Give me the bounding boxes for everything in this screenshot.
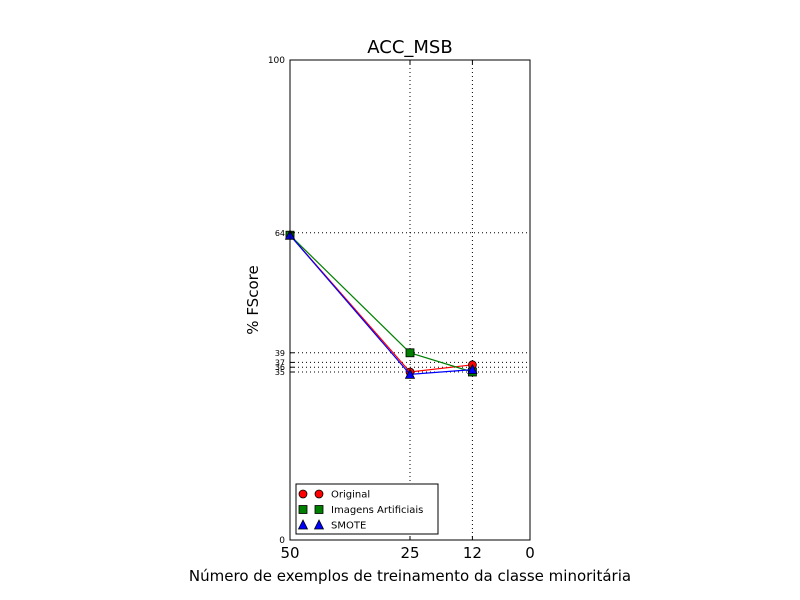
x-tick-label: 50 bbox=[280, 544, 299, 562]
legend-label: SMOTE bbox=[331, 521, 366, 532]
series-1 bbox=[285, 230, 477, 377]
legend-marker bbox=[298, 489, 308, 499]
y-tick-label: 100 bbox=[268, 56, 285, 66]
y-tick-label: 39 bbox=[275, 349, 285, 358]
grid-lines bbox=[290, 60, 530, 540]
x-tick-label: 12 bbox=[463, 544, 482, 562]
series-line bbox=[289, 234, 473, 373]
x-axis-label: Número de exemplos de treinamento da cla… bbox=[189, 567, 631, 585]
series-line bbox=[289, 234, 473, 376]
y-tick-label: 36 bbox=[275, 363, 285, 372]
series-0 bbox=[285, 230, 477, 377]
y-tick-label: 64 bbox=[275, 229, 285, 238]
legend-marker bbox=[314, 505, 324, 514]
x-tick-label: 0 bbox=[525, 544, 535, 562]
legend-marker bbox=[298, 505, 308, 514]
chart-title: ACC_MSB bbox=[367, 37, 452, 58]
data-point bbox=[467, 363, 478, 375]
legend-marker bbox=[297, 519, 309, 530]
legend-label: Imagens Artificiais bbox=[331, 505, 423, 516]
x-tick-label: 25 bbox=[400, 544, 419, 562]
y-tick-label: 35 bbox=[275, 368, 285, 377]
series-2 bbox=[284, 229, 478, 379]
legend-marker bbox=[313, 519, 325, 530]
legend-label: Original bbox=[331, 490, 370, 501]
series-line bbox=[289, 234, 473, 373]
y-axis-label: % FScore bbox=[244, 265, 262, 334]
legend: Original Imagens Artificiais SMOTE bbox=[295, 483, 439, 535]
data-point bbox=[404, 368, 416, 379]
data-point bbox=[405, 348, 415, 358]
series-group bbox=[284, 229, 478, 379]
y-tick-label: 37 bbox=[275, 358, 285, 367]
legend-marker bbox=[314, 489, 324, 499]
y-tick-label: 0 bbox=[279, 536, 285, 546]
